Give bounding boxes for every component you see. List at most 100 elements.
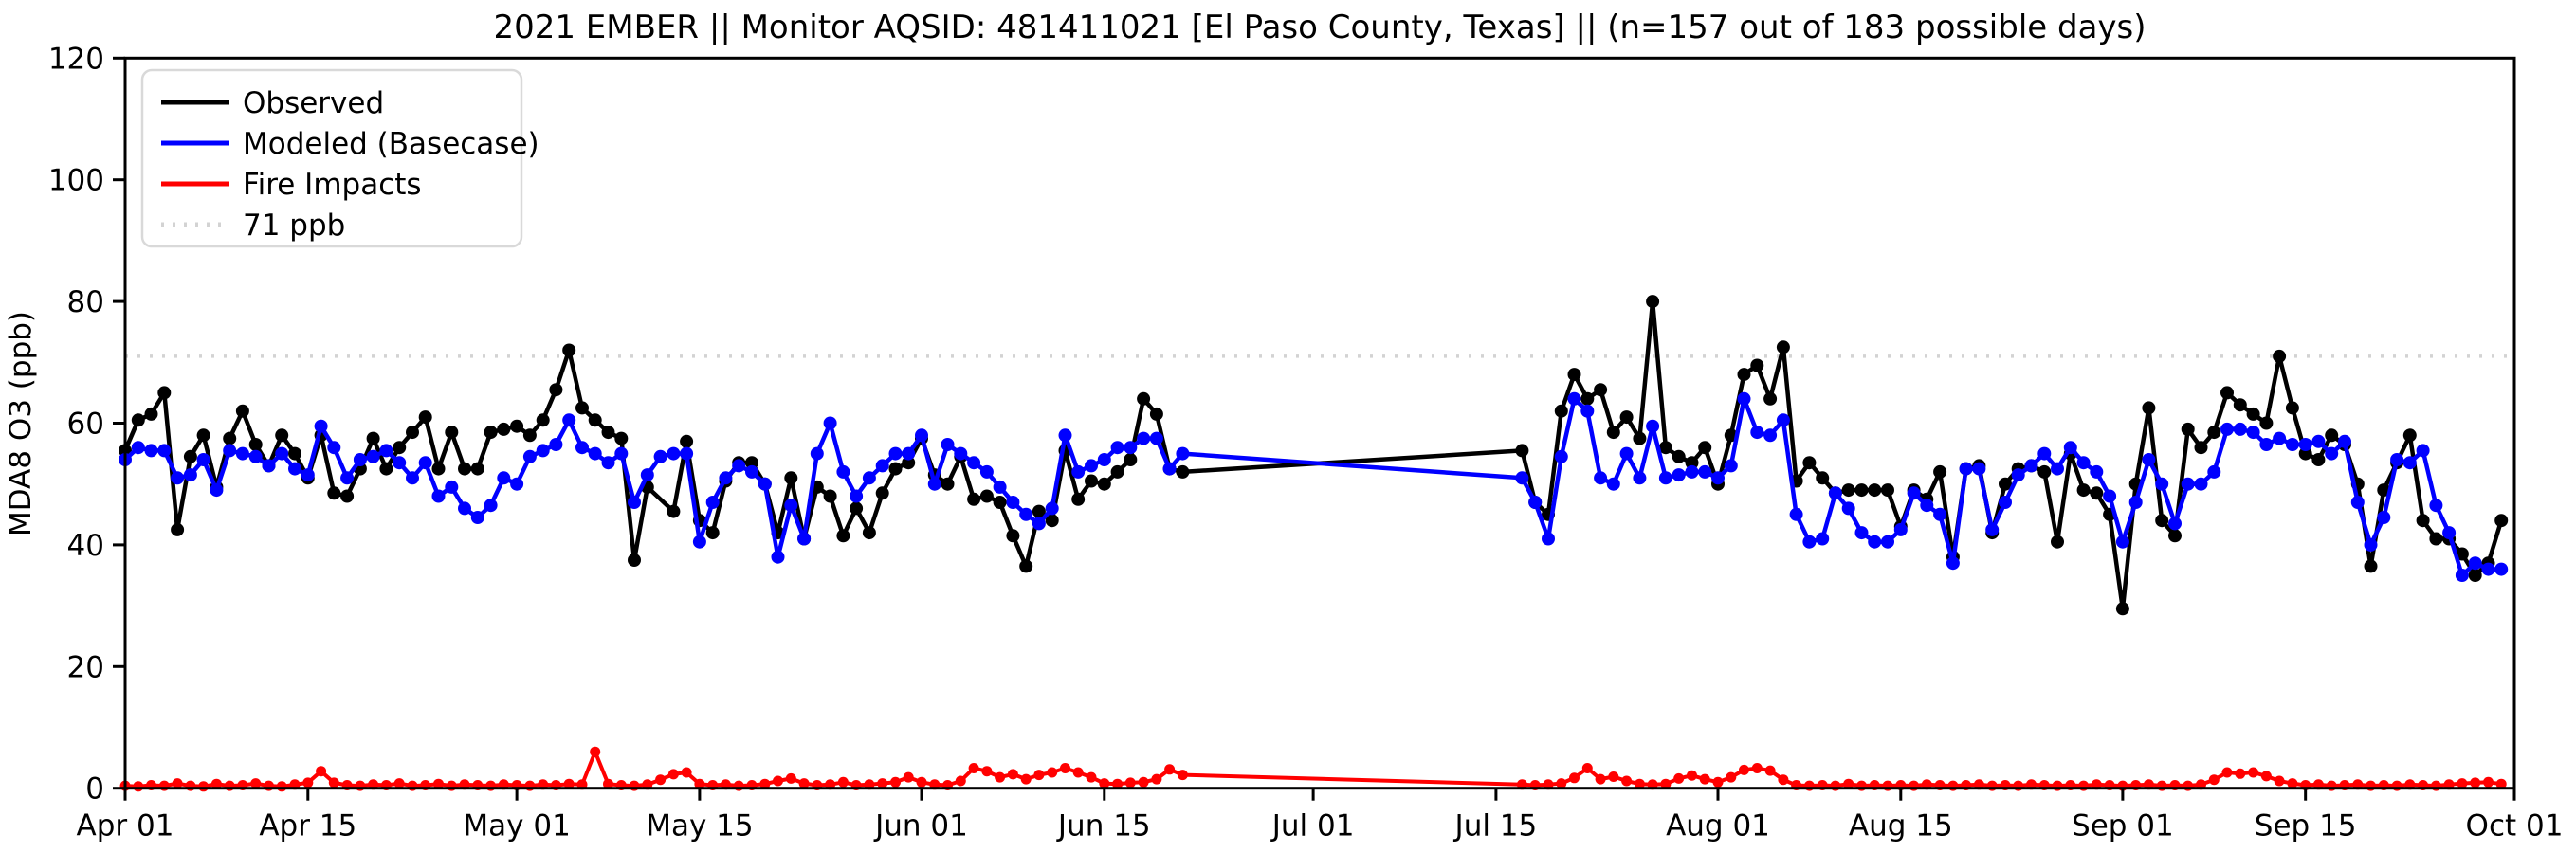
data-point: [379, 462, 393, 476]
data-point: [1828, 486, 1842, 500]
y-tick-label: 100: [48, 164, 104, 198]
data-point: [810, 446, 824, 461]
data-point: [1763, 391, 1778, 406]
data-point: [967, 456, 981, 470]
data-point: [1660, 778, 1672, 789]
legend-label-71-ppb: 71 ppb: [243, 209, 345, 243]
data-point: [850, 489, 864, 503]
data-point: [1685, 456, 1699, 470]
data-point: [302, 777, 314, 789]
data-point: [262, 459, 276, 473]
data-point: [2168, 517, 2182, 531]
data-point: [1854, 483, 1869, 498]
data-point: [2063, 441, 2077, 455]
data-point: [628, 496, 641, 509]
data-point: [1621, 775, 1633, 787]
data-point: [979, 464, 994, 479]
legend-box: [140, 68, 523, 248]
data-point: [1595, 773, 1606, 785]
data-point: [614, 446, 629, 461]
data-point: [1567, 391, 1581, 406]
data-point: [196, 428, 210, 443]
data-point: [1032, 504, 1046, 518]
data-point: [705, 496, 720, 509]
data-point: [522, 449, 537, 463]
data-point: [628, 554, 641, 567]
data-point: [773, 775, 783, 787]
data-point: [1841, 483, 1855, 498]
y-tick-label: 120: [48, 42, 104, 76]
data-point: [549, 383, 563, 397]
data-point: [2208, 774, 2220, 786]
data-point: [1712, 776, 1724, 788]
data-point: [902, 446, 916, 461]
data-point: [902, 456, 916, 470]
data-point: [968, 763, 979, 773]
data-point: [172, 778, 183, 789]
data-point: [1569, 772, 1580, 784]
data-point: [445, 426, 459, 440]
data-point: [1594, 471, 1608, 485]
chart-title: 2021 EMBER || Monitor AQSID: 481411021 […: [493, 9, 2146, 46]
data-point: [1580, 391, 1595, 406]
data-point: [2142, 453, 2156, 466]
data-point: [1658, 471, 1672, 485]
data-point: [131, 413, 145, 427]
data-point: [1177, 770, 1188, 781]
data-point: [890, 776, 901, 788]
data-point: [1176, 446, 1190, 461]
data-point: [2194, 441, 2208, 455]
data-point: [2011, 468, 2025, 482]
data-point: [445, 480, 459, 494]
data-point: [1646, 419, 1660, 433]
data-point: [2298, 438, 2312, 451]
data-point: [1124, 777, 1136, 789]
data-point: [1137, 431, 1151, 445]
data-point: [2377, 511, 2391, 524]
y-tick-label: 40: [67, 529, 104, 563]
data-point: [2457, 778, 2468, 789]
data-point: [2298, 446, 2312, 461]
data-point: [484, 499, 498, 513]
data-point: [276, 781, 287, 792]
data-point: [1737, 391, 1751, 406]
data-point: [1112, 778, 1124, 789]
data-point: [1085, 459, 1098, 473]
data-point: [692, 535, 706, 549]
data-point: [2220, 422, 2234, 436]
data-point: [393, 456, 407, 470]
data-point: [549, 438, 563, 451]
data-point: [1687, 770, 1697, 781]
data-point: [2364, 559, 2378, 573]
data-point: [941, 477, 955, 491]
data-point: [418, 456, 432, 470]
data-point: [2259, 416, 2274, 430]
data-point: [210, 483, 224, 498]
data-point: [1933, 507, 1947, 521]
data-point: [353, 453, 367, 466]
data-point: [655, 774, 667, 786]
data-point: [144, 444, 158, 458]
data-point: [1554, 449, 1568, 463]
data-point: [2416, 514, 2430, 528]
data-point: [785, 772, 796, 784]
data-point: [196, 453, 210, 466]
data-point: [575, 401, 589, 415]
data-point: [2076, 483, 2091, 498]
data-point: [275, 446, 289, 461]
data-point: [1086, 771, 1097, 783]
data-point: [2194, 477, 2208, 491]
data-point: [771, 550, 785, 564]
data-point: [2468, 569, 2482, 582]
x-tick-label: Oct 01: [2466, 809, 2564, 844]
data-point: [1673, 772, 1685, 784]
data-point: [1699, 773, 1710, 785]
data-point: [1071, 464, 1086, 479]
data-point: [2495, 778, 2507, 789]
data-point: [2273, 431, 2287, 445]
data-point: [1789, 507, 1803, 521]
data-point: [1528, 496, 1543, 509]
data-point: [2402, 456, 2417, 470]
data-point: [418, 410, 432, 425]
data-point: [157, 444, 172, 458]
